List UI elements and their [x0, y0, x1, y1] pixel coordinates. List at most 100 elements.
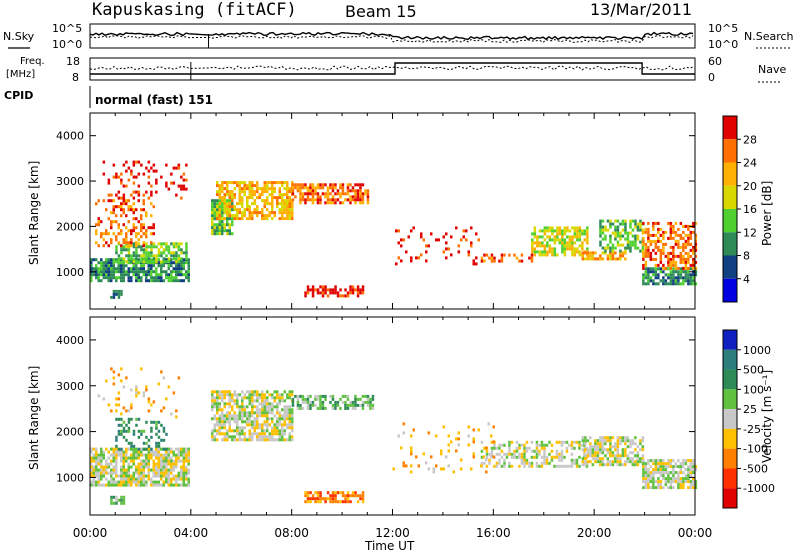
power-echo-cell	[331, 198, 335, 202]
power-echo-cell	[221, 199, 224, 203]
velocity-echo-cell	[218, 417, 221, 421]
power-echo-cell	[684, 279, 688, 283]
power-echo-cell	[115, 289, 118, 293]
power-echo-cell	[571, 253, 574, 257]
velocity-echo-cell	[246, 396, 249, 400]
power-echo-cell	[541, 244, 544, 248]
velocity-echo-cell	[659, 468, 663, 472]
velocity-echo-cell	[213, 429, 216, 433]
velocity-echo-cell	[483, 446, 486, 450]
power-echo-cell	[667, 276, 670, 280]
power-echo-cell	[177, 257, 181, 261]
velocity-echo-cell	[241, 420, 244, 424]
velocity-echo-cell	[185, 477, 188, 481]
power-echo-cell	[642, 251, 645, 255]
power-echo-cell	[604, 225, 607, 229]
velocity-ytick-label: 2000	[56, 426, 84, 439]
velocity-echo-cell	[601, 439, 605, 443]
power-echo-cell	[132, 196, 136, 200]
velocity-echo-cell	[288, 405, 291, 409]
power-echo-cell	[556, 229, 559, 233]
power-echo-cell	[261, 214, 264, 218]
velocity-echo-cell	[271, 411, 274, 415]
power-echo-cell	[127, 270, 130, 274]
velocity-echo-cell	[682, 480, 685, 484]
velocity-echo-cell	[520, 455, 524, 459]
velocity-echo-cell	[276, 417, 279, 421]
velocity-echo-cell	[140, 459, 143, 463]
velocity-echo-cell	[636, 460, 640, 464]
velocity-echo-cell	[221, 414, 224, 418]
power-echo-cell	[281, 181, 284, 185]
velocity-echo-cell	[369, 406, 372, 410]
power-echo-cell	[258, 196, 261, 200]
velocity-echo-cell	[172, 459, 175, 463]
power-echo-cell	[674, 230, 678, 234]
velocity-echo-cell	[150, 435, 153, 439]
power-echo-cell	[687, 233, 690, 237]
velocity-echo-cell	[165, 450, 168, 454]
velocity-echo-cell	[366, 403, 370, 407]
velocity-echo-cell	[152, 483, 155, 487]
power-echo-cell	[233, 196, 236, 200]
velocity-echo-cell	[152, 420, 156, 424]
velocity-echo-cell	[535, 464, 539, 468]
velocity-echo-cell	[687, 471, 690, 475]
velocity-echo-cell	[523, 449, 526, 453]
velocity-echo-cell	[495, 464, 499, 468]
power-echo-cell	[417, 256, 420, 260]
velocity-echo-cell	[629, 460, 632, 464]
velocity-echo-cell	[95, 462, 98, 466]
power-echo-cell	[90, 258, 93, 262]
velocity-echo-cell	[223, 432, 226, 436]
velocity-echo-cell	[354, 394, 357, 398]
power-echo-cell	[238, 196, 241, 200]
velocity-echo-cell	[271, 435, 274, 439]
power-echo-cell	[331, 201, 335, 205]
nave-tick-top: 60	[708, 55, 722, 68]
power-echo-cell	[251, 190, 254, 194]
velocity-echo-cell	[334, 497, 337, 501]
velocity-echo-cell	[105, 465, 108, 469]
velocity-echo-cell	[291, 414, 294, 418]
velocity-echo-cell	[356, 494, 360, 498]
power-echo-cell	[642, 239, 645, 243]
velocity-colorbar-label: Velocity [m s⁻¹]	[760, 370, 774, 463]
velocity-echo-cell	[573, 440, 576, 444]
velocity-echo-cell	[243, 408, 246, 412]
velocity-echo-cell	[142, 483, 145, 487]
velocity-echo-cell	[288, 435, 291, 439]
power-echo-cell	[624, 222, 627, 226]
velocity-echo-cell	[631, 457, 635, 461]
power-echo-cell	[95, 232, 98, 236]
velocity-echo-cell	[216, 405, 219, 409]
velocity-echo-cell	[609, 439, 612, 443]
velocity-echo-cell	[157, 444, 161, 448]
power-echo-cell	[568, 229, 572, 233]
velocity-echo-cell	[226, 393, 229, 397]
velocity-echo-cell	[624, 451, 627, 455]
power-echo-cell	[662, 266, 665, 270]
velocity-echo-cell	[256, 435, 259, 439]
velocity-echo-cell	[558, 440, 561, 444]
velocity-echo-cell	[410, 470, 413, 474]
velocity-echo-cell	[286, 411, 289, 415]
power-echo-cell	[346, 186, 350, 190]
power-echo-cell	[112, 232, 115, 236]
power-echo-cell	[556, 226, 559, 230]
velocity-echo-cell	[669, 486, 673, 490]
velocity-echo-cell	[654, 459, 658, 463]
velocity-echo-cell	[334, 500, 337, 504]
power-colorbar-tick-label: 24	[743, 157, 757, 170]
power-echo-cell	[584, 257, 587, 261]
velocity-echo-cell	[102, 471, 105, 475]
power-echo-cell	[677, 276, 680, 280]
velocity-echo-cell	[371, 403, 375, 407]
power-echo-cell	[157, 261, 160, 265]
velocity-echo-cell	[228, 435, 231, 439]
velocity-echo-cell	[530, 455, 534, 459]
power-echo-cell	[223, 199, 226, 203]
power-echo-cell	[152, 254, 156, 258]
power-echo-cell	[606, 254, 610, 258]
velocity-echo-cell	[652, 486, 655, 490]
